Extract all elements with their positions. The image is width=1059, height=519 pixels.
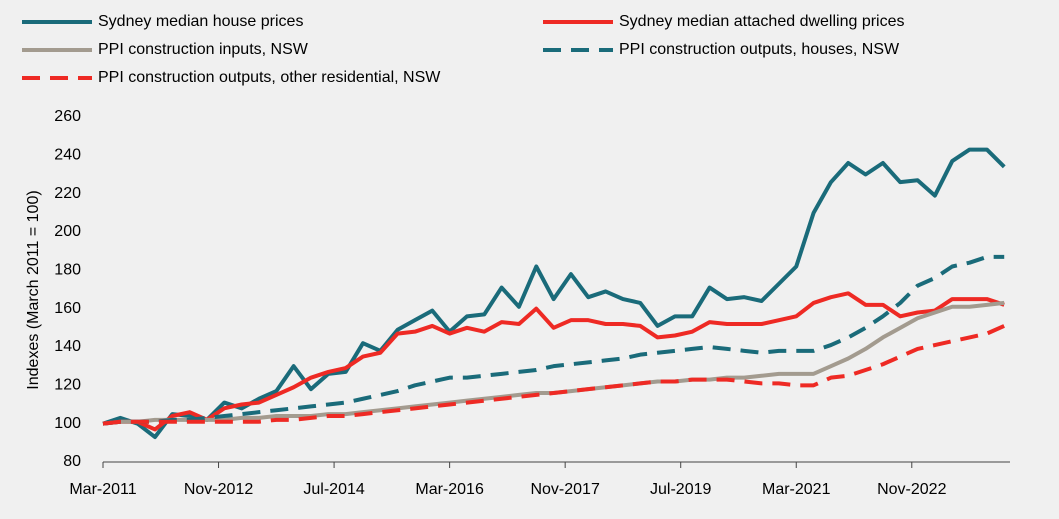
- series-line: [102, 254, 1005, 426]
- series-line: [102, 324, 1006, 426]
- y-tick-label: 200: [54, 223, 81, 240]
- series-line: [102, 291, 1005, 432]
- x-tick-label: Nov-2012: [184, 481, 253, 498]
- y-tick-label: 80: [63, 453, 81, 470]
- x-tick-label: Mar-2021: [762, 481, 831, 498]
- legend-label: PPI construction outputs, other resident…: [98, 69, 441, 86]
- legend-label: PPI construction outputs, houses, NSW: [619, 41, 900, 58]
- x-tick-label: Jul-2019: [650, 481, 711, 498]
- y-tick-label: 260: [54, 108, 81, 125]
- y-axis-label: Indexes (March 2011 = 100): [25, 190, 42, 389]
- legend-label: PPI construction inputs, NSW: [98, 41, 309, 58]
- legend-label: Sydney median attached dwelling prices: [619, 13, 905, 30]
- y-tick-label: 220: [54, 185, 81, 202]
- x-tick-label: Jul-2014: [303, 481, 364, 498]
- x-tick-label: Nov-2022: [877, 481, 946, 498]
- y-tick-label: 140: [54, 338, 81, 355]
- y-tick-label: 240: [54, 147, 81, 164]
- x-tick-label: Nov-2017: [530, 481, 599, 498]
- x-tick-label: Mar-2016: [415, 481, 484, 498]
- x-tick-label: Mar-2011: [69, 481, 136, 498]
- legend-label: Sydney median house prices: [98, 13, 303, 30]
- y-tick-label: 100: [54, 415, 81, 432]
- y-tick-label: 180: [54, 262, 81, 279]
- y-tick-label: 160: [54, 300, 81, 317]
- y-tick-label: 120: [54, 377, 81, 394]
